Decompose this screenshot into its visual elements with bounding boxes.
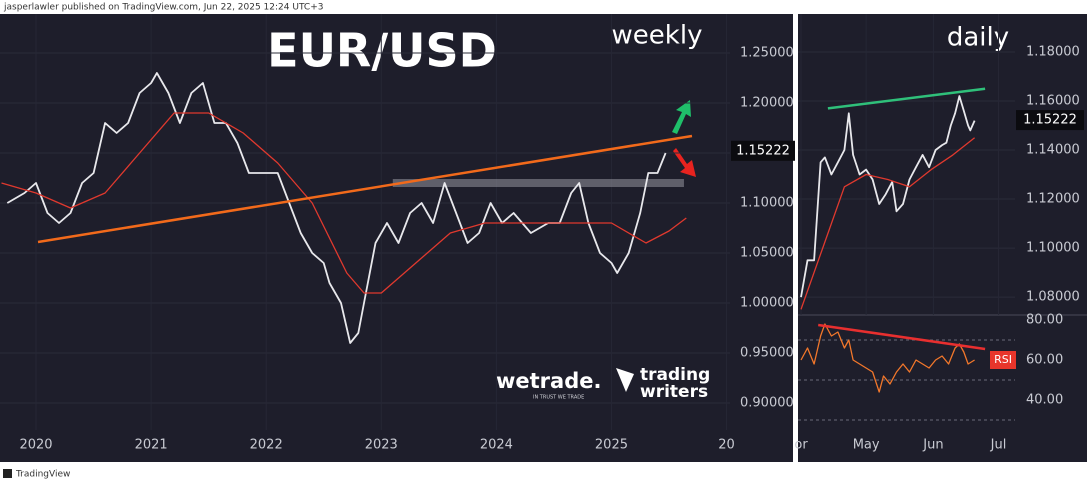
logo-tagline: IN TRUST WE TRADE	[533, 395, 584, 401]
footer-brand: TradingView	[15, 470, 70, 480]
x-tick-label: 2025	[595, 438, 628, 453]
x-tick-label: Jul	[990, 438, 1007, 453]
chart-title: EUR/USD	[267, 24, 497, 78]
y-tick-label: 1.05000	[740, 246, 794, 261]
trend-line	[37, 134, 693, 244]
y-tick-label: 0.95000	[740, 346, 794, 361]
y-tick-label: 1.25000	[740, 46, 794, 61]
daily-panel	[798, 14, 1087, 462]
x-tick-label: May	[853, 438, 880, 453]
logo-icon	[616, 368, 634, 392]
indicator-label: RSI	[994, 353, 1012, 366]
x-tick-label: 2020	[19, 438, 52, 453]
chart-subtitle: daily	[947, 23, 1009, 53]
y-tick-label: 1.12000	[1026, 192, 1080, 207]
price-line	[1, 112, 687, 294]
price-tag-label: 1.15222	[736, 143, 790, 158]
indicator-tag	[990, 351, 1016, 369]
x-tick-label: 2022	[250, 438, 283, 453]
x-tick-label: 2021	[135, 438, 168, 453]
y-tick-label: 1.14000	[1026, 143, 1080, 158]
y-tick-label: 1.10000	[740, 196, 794, 211]
y-tick-label: 1.16000	[1026, 94, 1080, 109]
y-tick-label: 1.10000	[1026, 241, 1080, 256]
price-tag	[1016, 110, 1084, 131]
x-tick-label: 20	[718, 438, 735, 453]
x-tick-label: 2024	[480, 438, 513, 453]
publisher: jasperlawler published on TradingView.co…	[3, 3, 323, 13]
price-line	[6, 72, 667, 344]
price-line	[800, 137, 976, 310]
down-arrow	[673, 148, 696, 177]
x-tick-label: 2023	[365, 438, 398, 453]
y-tick-label: 1.08000	[1026, 290, 1080, 305]
trend-line	[827, 87, 986, 110]
price-line	[800, 95, 976, 298]
price-tag	[731, 140, 795, 161]
zone	[392, 179, 684, 187]
trend-line	[818, 323, 986, 351]
x-tick-label: Jun	[922, 438, 943, 453]
logo-text: trading	[640, 365, 710, 385]
y-tick-label: 0.90000	[740, 396, 794, 411]
logo-text: wetrade.	[496, 369, 601, 393]
y-tick-label: 1.18000	[1026, 44, 1080, 59]
chart-subtitle: weekly	[612, 21, 703, 51]
up-arrow	[672, 100, 691, 134]
y-tick-label: 1.00000	[740, 296, 794, 311]
price-tag-label: 1.15222	[1023, 113, 1077, 128]
y-tick-label: 40.00	[1026, 393, 1063, 408]
price-line	[800, 323, 975, 393]
x-tick-label: or	[794, 438, 808, 453]
logo-text: writers	[640, 382, 708, 402]
y-tick-label: 1.20000	[740, 96, 794, 111]
y-tick-label: 80.00	[1026, 313, 1063, 328]
footer-logo	[3, 469, 12, 478]
y-tick-label: 60.00	[1026, 353, 1063, 368]
